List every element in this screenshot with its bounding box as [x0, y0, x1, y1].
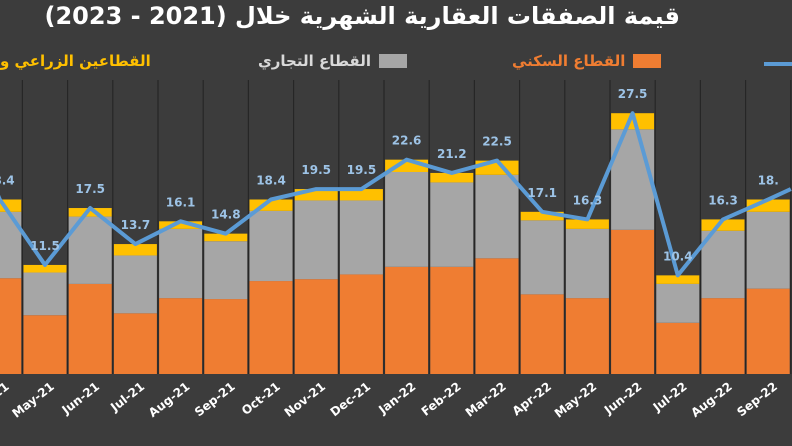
bar-commercial — [430, 182, 474, 267]
bar-residential — [68, 283, 112, 374]
x-tick-label: Jul-22 — [650, 379, 690, 415]
total-data-label: 17.1 — [527, 186, 557, 200]
bar-residential — [385, 266, 429, 374]
total-data-label: 14.8 — [211, 208, 241, 222]
x-tick-label: May-21 — [9, 379, 56, 420]
bar-commercial — [204, 241, 248, 300]
legend-swatch-residential — [633, 54, 662, 68]
x-tick-label: Sep-22 — [734, 379, 780, 419]
bar-residential — [249, 281, 293, 374]
x-tick-label: Feb-22 — [419, 379, 464, 418]
bar-commercial — [656, 283, 700, 323]
bar-agri — [430, 172, 474, 183]
x-tick-label: Jan-22 — [375, 379, 418, 417]
legend-label-agri: القطاعين الزراعي و — [0, 52, 151, 70]
bar-residential — [0, 278, 22, 374]
legend-label-commercial: القطاع التجاري — [258, 52, 372, 70]
bar-commercial — [520, 220, 564, 295]
total-data-label: 27.5 — [618, 87, 648, 101]
bar-residential — [701, 298, 745, 374]
bar-agri — [656, 275, 700, 284]
bar-agri — [701, 219, 745, 231]
bar-commercial — [0, 211, 22, 279]
total-data-label: 18.4 — [256, 173, 286, 187]
bar-commercial — [23, 272, 67, 316]
total-data-label: 22.6 — [392, 134, 422, 148]
bar-agri — [159, 221, 203, 229]
bar-agri — [520, 211, 564, 221]
total-data-label: 11.5 — [30, 239, 60, 253]
bar-residential — [430, 266, 474, 374]
bar-agri — [611, 113, 655, 130]
bar-residential — [611, 229, 655, 374]
total-data-label: 16.3 — [708, 193, 738, 207]
total-data-label: 19.5 — [301, 163, 331, 177]
legend-swatch-commercial — [379, 54, 408, 68]
x-tick-label: Apr-22 — [510, 379, 554, 418]
bar-residential — [475, 258, 519, 374]
total-data-label: 16.3 — [573, 193, 603, 207]
legend-label-residential: القطاع السكني — [512, 52, 626, 70]
bar-agri — [339, 189, 383, 201]
x-tick-label: Aug-22 — [688, 379, 735, 420]
x-tick-label: Jul-21 — [107, 379, 147, 415]
total-data-label: 16.1 — [166, 195, 196, 209]
bar-agri — [294, 189, 338, 201]
x-tick-label: Oct-21 — [239, 379, 283, 418]
legend-item-commercial: القطاع التجاري — [258, 52, 408, 70]
bar-commercial — [249, 210, 293, 282]
x-tick-label: Sep-21 — [192, 379, 238, 419]
bar-residential — [159, 298, 203, 374]
total-data-label: 19.5 — [347, 163, 377, 177]
bar-residential — [113, 313, 157, 374]
legend-item-agri: القطاعين الزراعي و — [0, 52, 151, 70]
bar-residential — [746, 288, 790, 374]
total-data-label: 21.2 — [437, 147, 467, 161]
bar-commercial — [294, 200, 338, 280]
bar-agri — [23, 264, 67, 273]
total-data-label: 13.7 — [121, 218, 151, 232]
legend-item-total — [764, 62, 792, 66]
total-data-label: 10.4 — [663, 249, 693, 263]
x-tick-label: Dec-21 — [328, 379, 374, 419]
bar-commercial — [159, 228, 203, 299]
x-tick-label: Aug-21 — [146, 379, 193, 420]
bar-commercial — [565, 228, 609, 299]
x-tick-label: Jun-22 — [601, 379, 644, 417]
bar-commercial — [701, 230, 745, 299]
total-data-label: 17.5 — [75, 182, 105, 196]
chart-legend: القطاعين الزراعي و القطاع التجاري القطاع… — [0, 52, 792, 80]
legend-item-residential: القطاع السكني — [512, 52, 662, 70]
total-line — [0, 111, 792, 278]
bar-agri — [249, 199, 293, 211]
bar-residential — [294, 279, 338, 374]
x-tick-label: May-22 — [552, 379, 599, 420]
bar-residential — [339, 274, 383, 374]
bar-residential — [23, 315, 67, 374]
bar-commercial — [475, 174, 519, 259]
chart-title: قيمة الصفقات العقارية الشهرية خلال (2021… — [44, 2, 681, 30]
total-data-label: 18.4 — [0, 173, 15, 187]
bar-commercial — [113, 255, 157, 314]
legend-line-total — [764, 62, 792, 66]
bar-agri — [113, 244, 157, 256]
bar-commercial — [385, 171, 429, 267]
bar-commercial — [339, 200, 383, 275]
x-tick-label: Apr-21 — [0, 379, 12, 418]
bar-agri — [565, 219, 609, 229]
total-data-label: 22.5 — [482, 135, 512, 149]
bar-commercial — [746, 211, 790, 289]
bar-residential — [520, 294, 564, 374]
total-data-label: 18. — [758, 173, 779, 187]
bar-residential — [204, 299, 248, 374]
bar-agri — [204, 233, 248, 242]
x-tick-label: Nov-21 — [282, 379, 328, 419]
bar-residential — [656, 322, 700, 374]
x-tick-label: Jun-21 — [59, 379, 102, 417]
bar-agri — [68, 208, 112, 217]
x-tick-label: Mar-22 — [463, 379, 509, 419]
bar-residential — [565, 298, 609, 374]
